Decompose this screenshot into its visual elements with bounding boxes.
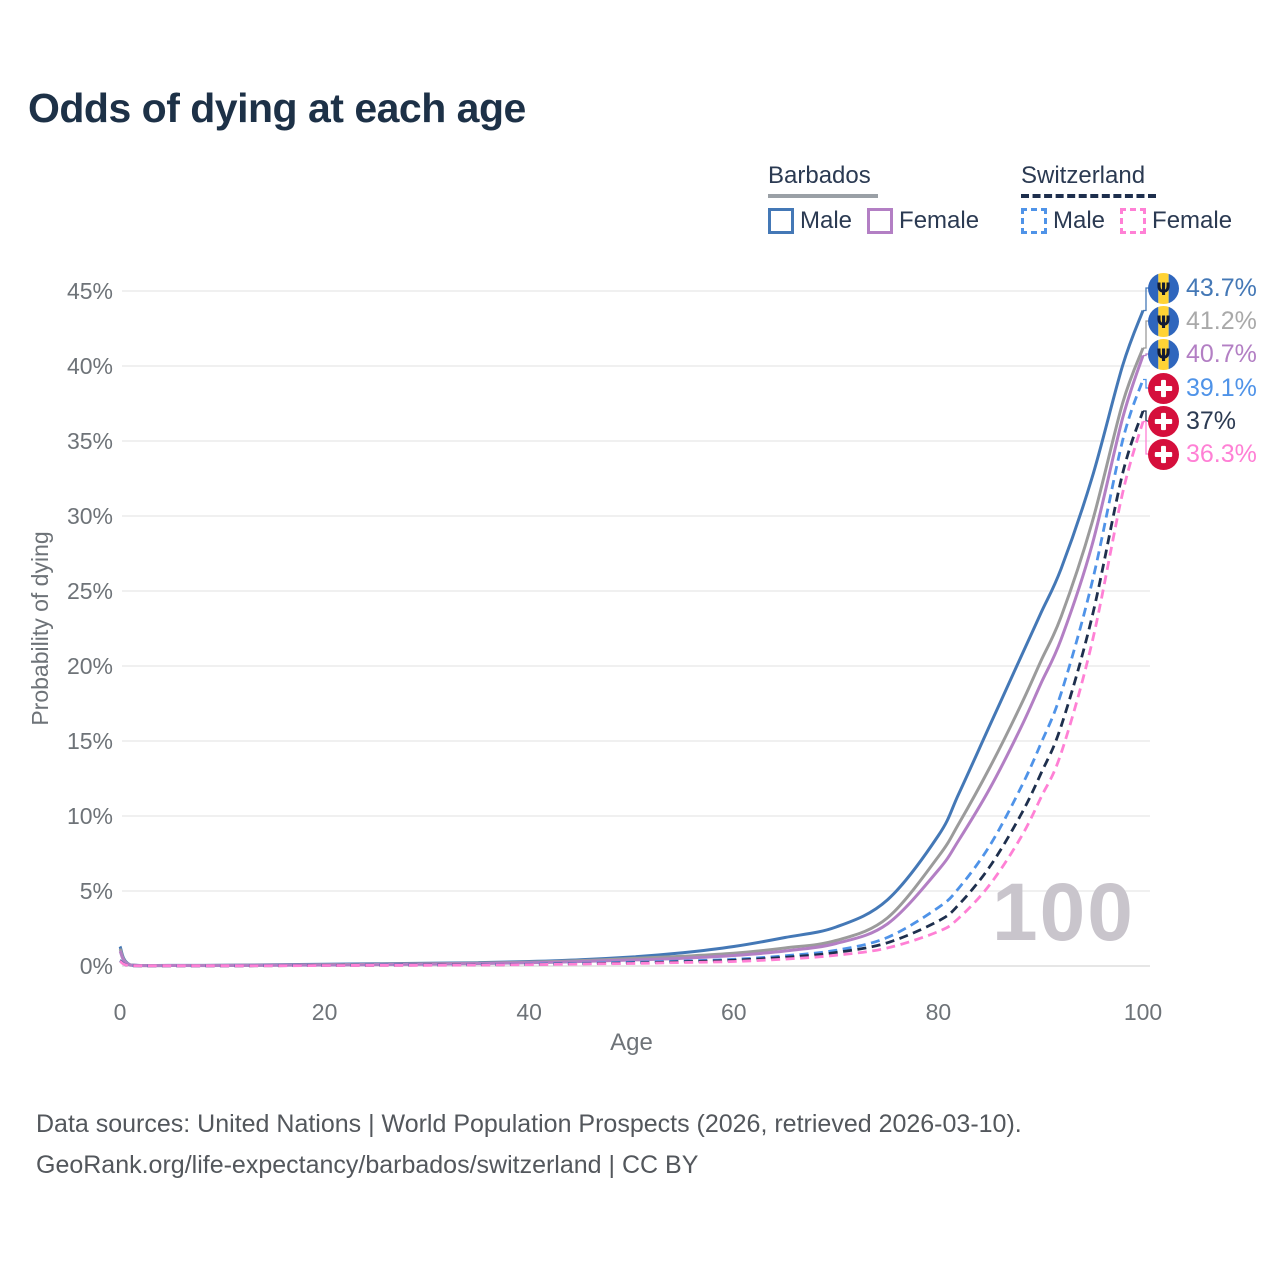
legend-item-barbados-female[interactable]: Female (867, 207, 979, 235)
x-tick-label: 100 (1124, 999, 1162, 1025)
end-value-label: 36.3% (1186, 439, 1257, 468)
gridlines (122, 290, 1150, 967)
x-tick-label: 20 (312, 999, 338, 1025)
end-value-label: 39.1% (1186, 373, 1257, 402)
switzerland-flag-icon (1148, 405, 1179, 437)
svg-text:Ψ: Ψ (1156, 313, 1170, 332)
legend-barbados-line-sample (768, 194, 878, 198)
barbados-flag-icon: Ψ (1148, 272, 1179, 304)
y-tick-label: 15% (67, 728, 113, 754)
svg-text:Ψ: Ψ (1156, 280, 1170, 299)
barbados-flag-icon: Ψ (1148, 305, 1179, 337)
legend-item-switzerland-female[interactable]: Female (1120, 207, 1232, 235)
legend-label-switzerland-female: Female (1152, 207, 1233, 234)
y-tick-label: 20% (67, 653, 113, 679)
x-tick-label: 40 (516, 999, 542, 1025)
y-tick-label: 25% (67, 578, 113, 604)
y-tick-label: 40% (67, 353, 113, 379)
series-line-switzerland-both-sexes (119, 410, 1145, 968)
end-label-barbados-both-sexes: Ψ 41.2% (1148, 305, 1257, 337)
legend-barbados-title: Barbados (768, 162, 871, 189)
end-value-label: 37% (1186, 406, 1237, 435)
switzerland-flag-icon (1148, 438, 1179, 470)
barbados-flag-icon: Ψ (1148, 338, 1179, 370)
y-axis-title: Probability of dying (27, 531, 53, 725)
x-axis-tick-labels: 0 20 40 60 80 100 (114, 999, 1163, 1025)
legend-item-switzerland-male[interactable]: Male (1021, 207, 1105, 235)
legend-item-barbados-male[interactable]: Male (768, 207, 852, 235)
legend-group-switzerland: Switzerland Male Female (1021, 162, 1232, 235)
end-label-barbados-female: Ψ 40.7% (1148, 338, 1257, 370)
legend-barbados-items: Male Female (768, 207, 979, 235)
series-line-switzerland-female (119, 421, 1145, 968)
end-label-switzerland-male: 39.1% (1148, 372, 1257, 404)
switzerland-male-swatch (1021, 208, 1047, 234)
legend-switzerland-title: Switzerland (1021, 162, 1146, 189)
y-tick-label: 10% (67, 803, 113, 829)
series-line-barbados-female (118, 355, 1145, 968)
legend-group-barbados: Barbados Male Female (768, 162, 979, 235)
end-value-label: 43.7% (1186, 273, 1257, 302)
series-line-switzerland-male (119, 379, 1145, 968)
page-title: Odds of dying at each age (28, 85, 526, 131)
x-tick-label: 60 (721, 999, 747, 1025)
end-value-label: 40.7% (1186, 339, 1257, 368)
switzerland-flag-icon (1148, 372, 1179, 404)
legend-label-barbados-male: Male (800, 207, 853, 234)
y-tick-label: 30% (67, 503, 113, 529)
legend-label-switzerland-male: Male (1053, 207, 1106, 234)
y-tick-label: 35% (67, 428, 113, 454)
legend-switzerland-items: Male Female (1021, 207, 1232, 235)
footer-data-sources: Data sources: United Nations | World Pop… (36, 1110, 1022, 1138)
end-label-switzerland-female: 36.3% (1148, 438, 1257, 470)
series-lines (118, 309, 1145, 968)
svg-text:Ψ: Ψ (1156, 346, 1170, 365)
legend-switzerland-line-sample (1021, 194, 1156, 198)
x-tick-label: 0 (114, 999, 127, 1025)
x-axis-title: Age (610, 1029, 653, 1056)
y-tick-label: 0% (80, 953, 113, 979)
end-label-switzerland-both-sexes: 37% (1148, 405, 1236, 437)
end-value-label: 41.2% (1186, 306, 1257, 335)
barbados-female-swatch (867, 208, 894, 234)
y-tick-label: 5% (80, 878, 113, 904)
y-axis-tick-labels: 0% 5% 10% 15% 20% 25% 30% 35% 40% 45% (67, 278, 113, 979)
age-watermark: 100 (992, 867, 1135, 958)
end-label-barbados-male: Ψ 43.7% (1148, 272, 1257, 304)
barbados-male-swatch (768, 208, 794, 234)
y-tick-label: 45% (67, 278, 113, 304)
switzerland-female-swatch (1120, 208, 1147, 234)
legend-label-barbados-female: Female (899, 207, 980, 234)
footer-attribution: GeoRank.org/life-expectancy/barbados/swi… (36, 1151, 699, 1179)
x-tick-label: 80 (926, 999, 952, 1025)
footer: Data sources: United Nations | World Pop… (36, 1104, 1022, 1186)
